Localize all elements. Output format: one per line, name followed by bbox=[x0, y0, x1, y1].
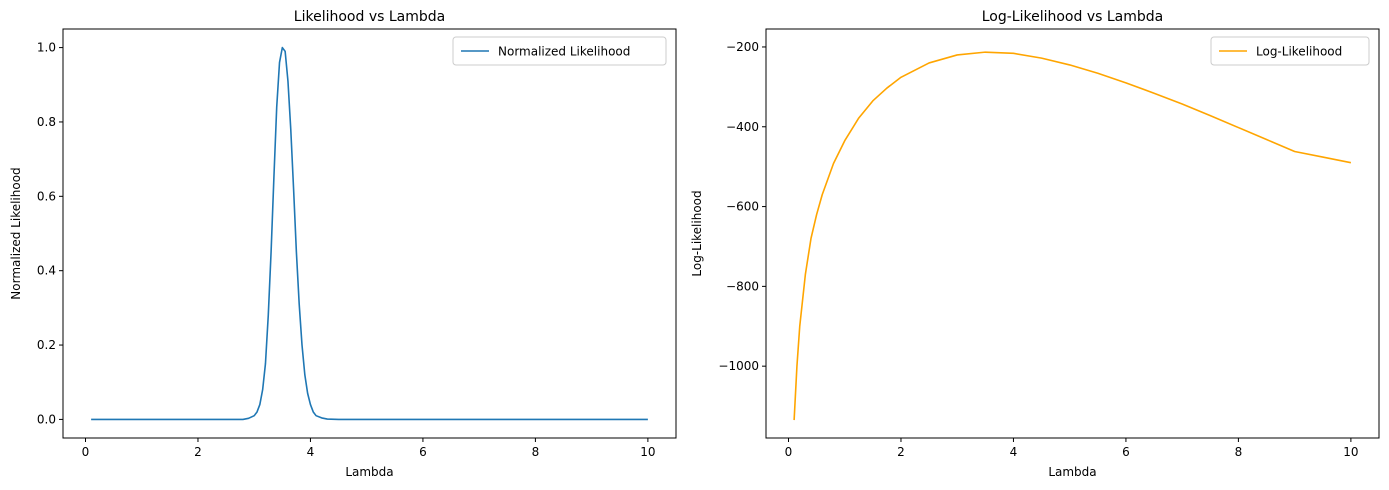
x-tick-label: 10 bbox=[1343, 445, 1358, 459]
legend-box bbox=[1210, 36, 1370, 66]
x-tick-label: 4 bbox=[1010, 445, 1018, 459]
y-axis-label: Normalized Likelihood bbox=[9, 167, 23, 299]
y-tick-label: −800 bbox=[726, 279, 759, 293]
x-tick-label: 8 bbox=[532, 445, 540, 459]
y-tick-label: 0.8 bbox=[37, 115, 56, 129]
y-tick-label: 0.2 bbox=[37, 338, 56, 352]
legend-box bbox=[452, 36, 667, 66]
x-tick-label: 0 bbox=[82, 445, 90, 459]
x-tick-label: 6 bbox=[419, 445, 427, 459]
series-line bbox=[793, 51, 1352, 421]
y-tick-label: −200 bbox=[726, 40, 759, 54]
legend-label: Normalized Likelihood bbox=[498, 45, 630, 59]
x-tick-label: 2 bbox=[194, 445, 202, 459]
y-tick-label: 1.0 bbox=[37, 41, 56, 55]
y-tick-label: 0.6 bbox=[37, 189, 56, 203]
y-tick-label: 0.4 bbox=[37, 264, 56, 278]
y-tick-label: 0.0 bbox=[37, 412, 56, 426]
chart-title: Likelihood vs Lambda bbox=[294, 9, 445, 25]
y-tick-label: −400 bbox=[726, 120, 759, 134]
plot-frame bbox=[62, 28, 677, 439]
likelihood-chart: 0 2 4 6 8 10 0.0 0.2 0.4 0.6 0.8 1.0 Likelihood vs L… bbox=[9, 9, 677, 479]
y-tick-label: −600 bbox=[726, 200, 759, 214]
x-axis-label: Lambda bbox=[345, 465, 393, 479]
x-tick-label: 4 bbox=[307, 445, 315, 459]
x-tick-label: 8 bbox=[1235, 445, 1243, 459]
series-line bbox=[91, 46, 648, 421]
legend-label: Log-Likelihood bbox=[1256, 45, 1342, 59]
y-tick-label: −1000 bbox=[718, 359, 759, 373]
chart-title: Log-Likelihood vs Lambda bbox=[982, 9, 1164, 25]
x-tick-label: 6 bbox=[1122, 445, 1130, 459]
plot-frame bbox=[765, 28, 1380, 439]
x-tick-label: 2 bbox=[897, 445, 905, 459]
y-axis-label: Log-Likelihood bbox=[690, 190, 704, 276]
x-tick-label: 0 bbox=[785, 445, 793, 459]
x-axis-label: Lambda bbox=[1048, 465, 1096, 479]
log-likelihood-chart: 0 2 4 6 8 10 −1000 −800 −600 −400 −200 Log-Likeliho… bbox=[690, 9, 1380, 479]
x-tick-label: 10 bbox=[640, 445, 655, 459]
